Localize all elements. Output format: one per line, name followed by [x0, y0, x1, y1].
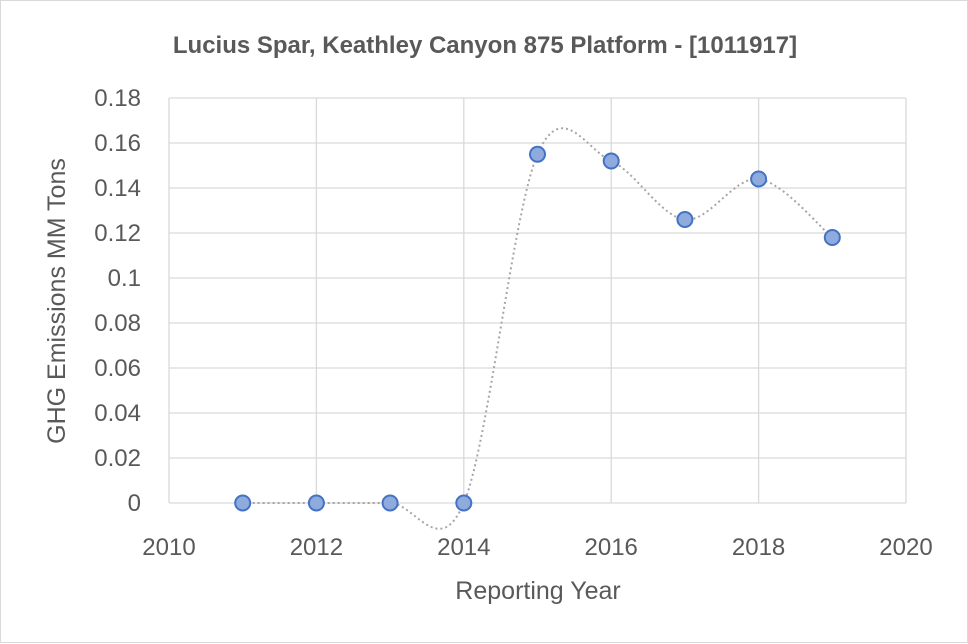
y-tick-label: 0.06	[94, 355, 141, 382]
y-tick-label: 0.12	[94, 220, 141, 247]
data-point	[823, 229, 841, 246]
data-point	[529, 145, 546, 163]
chart-title: Lucius Spar, Keathley Canyon 875 Platfor…	[173, 32, 797, 59]
y-tick-label: 0.1	[108, 265, 141, 292]
x-axis-tick-labels: 2010 2012 2014 2016 2018 2020	[142, 534, 932, 561]
y-tick-label: 0.16	[94, 130, 141, 157]
data-points	[234, 145, 841, 512]
data-point	[381, 494, 399, 512]
data-point	[455, 494, 473, 512]
y-tick-label: 0.02	[94, 445, 141, 472]
y-tick-label: 0	[128, 490, 141, 517]
x-axis-title: Reporting Year	[455, 577, 620, 605]
y-tick-label: 0.14	[94, 175, 141, 202]
x-tick-label: 2010	[142, 534, 195, 561]
data-point	[234, 494, 252, 512]
y-tick-label: 0.18	[94, 85, 141, 112]
data-point	[602, 152, 620, 170]
x-tick-label: 2016	[585, 534, 638, 561]
x-tick-label: 2018	[732, 534, 785, 561]
y-tick-label: 0.04	[94, 400, 141, 427]
y-axis-tick-labels: 0 0.02 0.04 0.06 0.08 0.1 0.12 0.14 0.16 0.18	[94, 85, 141, 517]
gridlines	[168, 97, 907, 504]
y-axis-title: GHG Emissions MM Tons	[43, 158, 71, 444]
data-point	[307, 494, 325, 512]
y-tick-label: 0.08	[94, 310, 141, 337]
x-tick-label: 2020	[879, 534, 932, 561]
trend-line	[242, 127, 833, 530]
data-point	[750, 170, 768, 188]
data-point	[676, 211, 694, 228]
x-tick-label: 2014	[437, 534, 490, 561]
x-tick-label: 2012	[290, 534, 343, 561]
